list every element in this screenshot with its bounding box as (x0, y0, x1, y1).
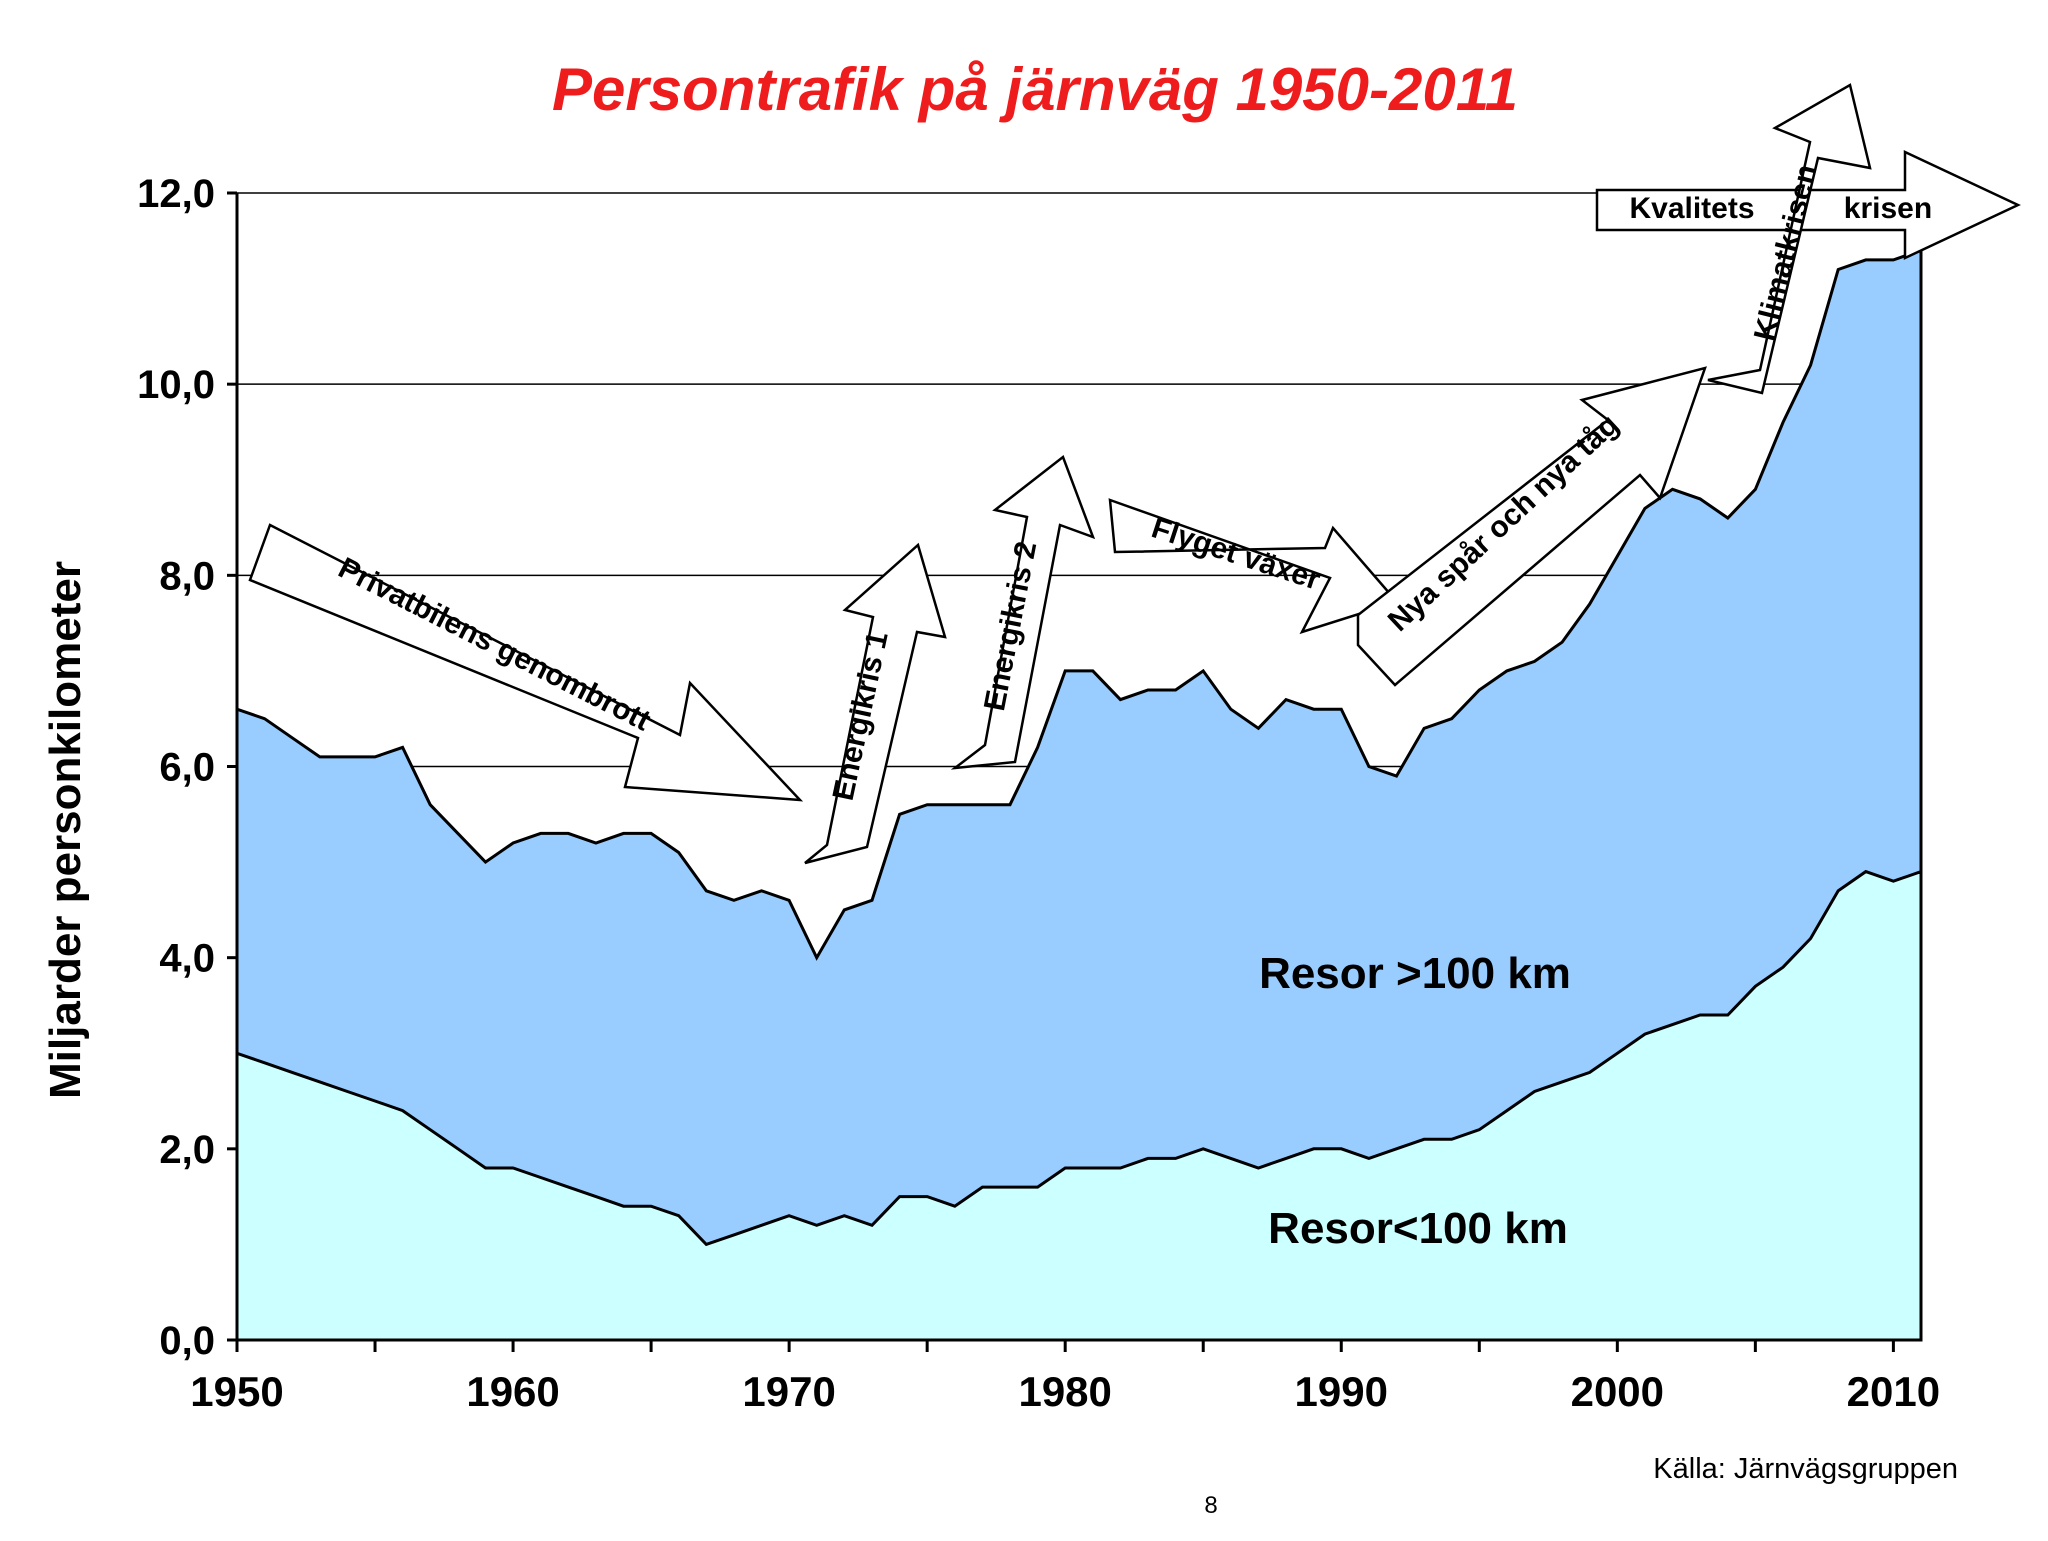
x-tick-label: 1980 (1018, 1368, 1111, 1415)
y-axis-label: Miljarder personkilometer (41, 561, 90, 1099)
y-ticks: 0,0 2,0 4,0 6,0 8,0 10,0 12,0 (137, 172, 237, 1363)
y-tick-label: 0,0 (159, 1319, 215, 1363)
arrow-nya-spar (1356, 366, 1707, 687)
y-tick-label: 6,0 (159, 746, 215, 790)
arrow-energikris-2 (950, 454, 1096, 770)
x-tick-label: 2010 (1847, 1368, 1940, 1415)
x-tick-label: 1950 (190, 1368, 283, 1415)
x-tick-label: 1970 (742, 1368, 835, 1415)
arrow-energikris-1 (804, 542, 947, 865)
x-tick-label: 2000 (1571, 1368, 1664, 1415)
series-area-long-trips (235, 248, 1923, 1342)
y-tick-label: 8,0 (159, 554, 215, 598)
arrow-flyget (1108, 498, 1400, 635)
y-tick-label: 12,0 (137, 172, 215, 216)
arrow-klimatkrisen (1707, 83, 1872, 395)
chart-title: Persontrafik på järnväg 1950-2011 (552, 56, 1518, 123)
annotation-text-privatbilens: Privatbilens genombrott (333, 552, 655, 738)
y-tick-label: 10,0 (137, 363, 215, 407)
x-ticks: 1950 1960 1970 1980 1990 2000 2010 (190, 1340, 1940, 1415)
x-tick-label: 1990 (1295, 1368, 1388, 1415)
source-label: Källa: Järnvägsgruppen (1653, 1453, 1958, 1485)
series-label-long-trips: Resor >100 km (1259, 949, 1571, 998)
annotation-flyget-vaxer: Flyget växer (1108, 498, 1400, 635)
y-tick-label: 2,0 (159, 1128, 215, 1172)
x-tick-label: 1960 (466, 1368, 559, 1415)
series-area-short-trips (235, 869, 1923, 1342)
series-label-short-trips: Resor<100 km (1268, 1204, 1568, 1253)
arrow-privatbilens (248, 523, 804, 802)
page-number: 8 (1204, 1492, 1217, 1519)
annotation-text-kvalitets: Kvalitets (1629, 192, 1754, 225)
annotation-text-krisen: krisen (1844, 192, 1932, 225)
y-tick-label: 4,0 (159, 937, 215, 981)
